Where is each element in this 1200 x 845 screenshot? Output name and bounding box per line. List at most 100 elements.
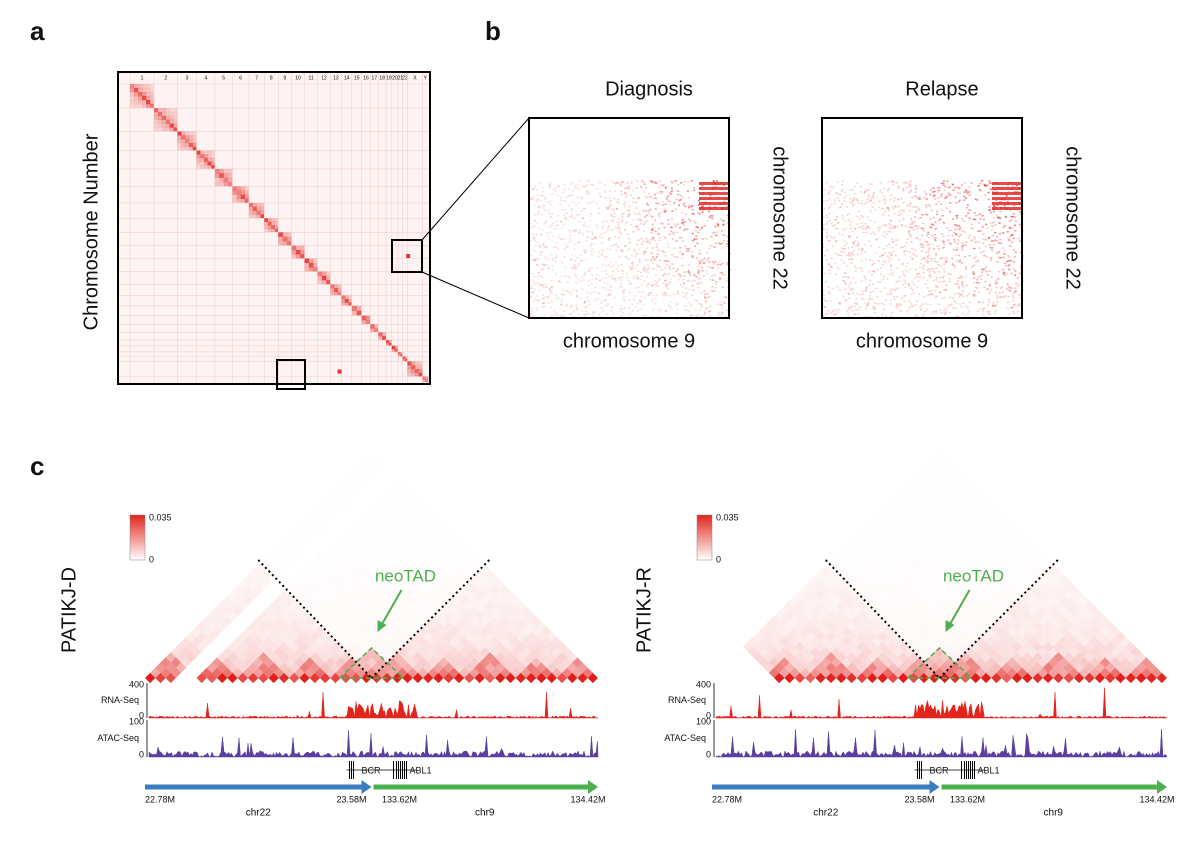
contact-dot (539, 182, 542, 184)
contact-cell (991, 662, 1002, 673)
contact-dot (916, 227, 919, 229)
contact-cell (345, 667, 357, 678)
contact-dot (981, 274, 984, 276)
contact-cell (242, 575, 254, 586)
contact-dot (1004, 216, 1007, 218)
contact-dot (1017, 184, 1020, 186)
contact-dot (673, 180, 676, 182)
contact-dot (621, 181, 624, 183)
contact-cell (268, 631, 279, 642)
colorbar-max: 0.035 (716, 512, 739, 522)
contact-dot (982, 242, 985, 245)
contact-dot (948, 229, 951, 232)
contact-cell (474, 569, 485, 581)
contact-dot (986, 288, 989, 291)
contact-dot (870, 197, 873, 200)
contact-dot (685, 247, 688, 250)
contact-dot (661, 275, 664, 277)
contact-cell (181, 142, 186, 147)
contact-dot (921, 258, 924, 260)
contact-dot (601, 286, 604, 289)
contact-dot (592, 243, 595, 246)
contact-dot (840, 259, 843, 261)
contact-dot (720, 303, 723, 306)
contact-cell (996, 615, 1007, 627)
contact-cell (1053, 579, 1064, 591)
contact-dot (627, 214, 630, 216)
contact-cell (325, 636, 336, 648)
contact-cell (192, 139, 197, 144)
neotad-outline (337, 646, 406, 679)
contact-cell (309, 662, 321, 673)
contact-cell (805, 631, 816, 642)
contact-cell (330, 652, 341, 663)
contact-dot (596, 187, 599, 190)
contact-cell (252, 202, 257, 207)
contact-dot (844, 276, 847, 278)
contact-dot (644, 250, 647, 252)
contact-cell (418, 365, 423, 370)
contact-dot (658, 236, 661, 239)
contact-dot (651, 294, 654, 296)
contact-dot (630, 254, 633, 257)
contact-dot (554, 273, 557, 275)
contact-dot (887, 207, 890, 209)
contact-dot (837, 253, 840, 256)
contact-dot (850, 221, 853, 223)
contact-cell (572, 657, 583, 668)
contact-dot (708, 310, 711, 312)
contact-dot (968, 191, 971, 193)
contact-dot (626, 249, 629, 251)
contact-dot (704, 296, 707, 298)
contact-dot (978, 247, 981, 249)
contact-cell (196, 157, 201, 162)
contact-cell (236, 186, 241, 191)
contact-dot (714, 261, 717, 263)
contact-dot (653, 194, 656, 196)
contact-dot (1007, 237, 1010, 239)
contact-dot (885, 315, 888, 317)
contact-cell (326, 275, 331, 281)
contact-dot (667, 304, 670, 307)
contact-dot (630, 268, 633, 270)
contact-dot (958, 187, 961, 190)
contact-dot (970, 266, 973, 268)
contact-dot (919, 309, 922, 311)
contact-cell (348, 302, 352, 306)
contact-dot (906, 262, 909, 264)
contact-dot (882, 278, 885, 281)
contact-cell (422, 641, 434, 653)
contact-dot (883, 303, 886, 306)
contact-dot (601, 270, 604, 273)
contact-dot (918, 198, 921, 200)
contact-dot (926, 198, 929, 200)
contact-dot (638, 248, 641, 251)
contact-dot (933, 272, 936, 274)
contact-dot (540, 233, 543, 236)
contact-cell (217, 611, 228, 622)
contact-dot (655, 256, 658, 259)
contact-dot (542, 286, 545, 289)
contact-dot (891, 206, 894, 208)
contact-dot (901, 246, 904, 248)
contact-dot (552, 222, 555, 224)
contact-dot (822, 246, 825, 249)
contact-cell (376, 667, 387, 678)
contact-dot (991, 249, 994, 252)
contact-cell (351, 310, 357, 316)
contact-dot (937, 191, 940, 193)
contact-dot (942, 275, 945, 277)
contact-cell (500, 595, 511, 606)
translocation-spot (337, 369, 342, 374)
contact-dot (867, 298, 870, 301)
contact-dot (640, 295, 643, 298)
contact-dot (1018, 272, 1021, 275)
contact-cell (192, 142, 197, 147)
contact-cell (515, 600, 526, 612)
contact-dot (884, 287, 887, 289)
contact-dot (664, 293, 667, 295)
contact-cell (268, 652, 279, 663)
contact-cell (271, 221, 275, 226)
contact-cell (211, 150, 216, 155)
contact-cell (784, 662, 795, 673)
